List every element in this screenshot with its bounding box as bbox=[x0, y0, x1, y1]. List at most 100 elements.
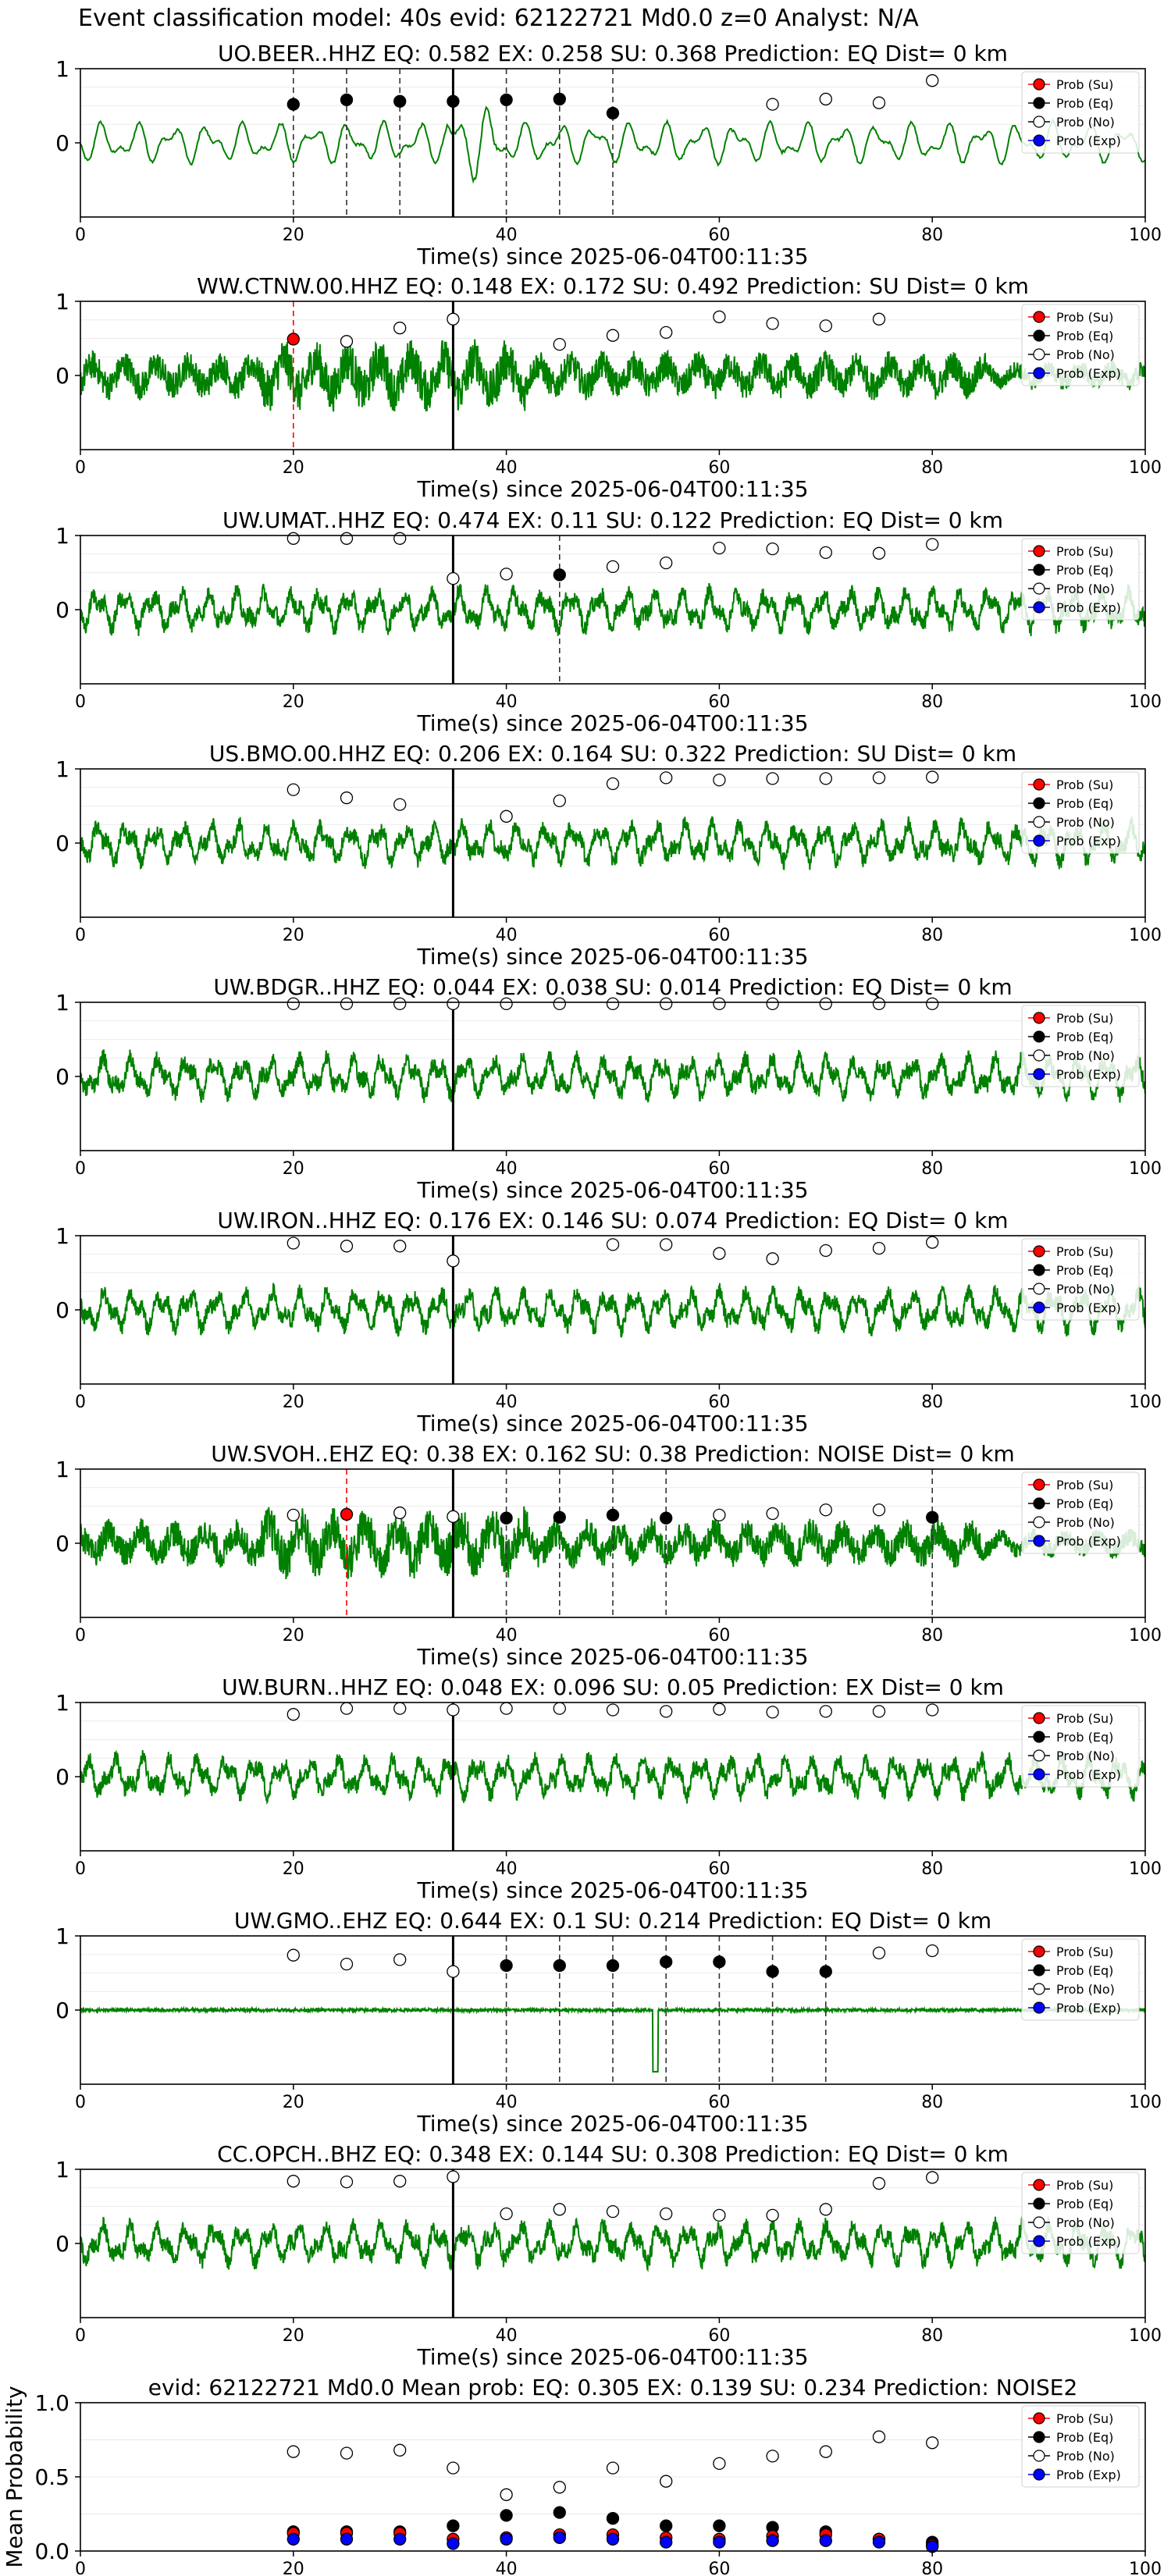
legend-marker bbox=[1033, 2431, 1045, 2443]
x-tick-label: 60 bbox=[708, 1159, 730, 1179]
probability-marker bbox=[819, 546, 832, 559]
panel-title: CC.OPCH..BHZ EQ: 0.348 EX: 0.144 SU: 0.3… bbox=[217, 2141, 1009, 2167]
probability-marker bbox=[766, 542, 779, 556]
panel-title: evid: 62122721 Md0.0 Mean prob: EQ: 0.30… bbox=[148, 2375, 1078, 2400]
x-tick-label: 20 bbox=[283, 1159, 304, 1179]
legend-label: Prob (Exp) bbox=[1056, 366, 1121, 381]
panel-4: US.BMO.00.HHZ EQ: 0.206 EX: 0.164 SU: 0.… bbox=[55, 741, 1162, 970]
y-tick-label: 0.5 bbox=[34, 2464, 69, 2490]
probability-marker bbox=[393, 322, 407, 335]
probability-marker bbox=[553, 794, 566, 807]
x-tick-label: 0 bbox=[75, 458, 86, 478]
x-tick-label: 40 bbox=[496, 926, 518, 945]
probability-marker bbox=[287, 1948, 300, 1962]
legend-marker bbox=[1033, 1245, 1045, 1258]
probability-marker bbox=[553, 2203, 566, 2216]
panel-8: UW.BURN..HHZ EQ: 0.048 EX: 0.096 SU: 0.0… bbox=[55, 1674, 1162, 1903]
legend-label: Prob (Eq) bbox=[1056, 96, 1113, 111]
probability-marker bbox=[926, 538, 939, 551]
legend-label: Prob (Eq) bbox=[1056, 563, 1113, 578]
y-tick-label: 1 bbox=[55, 289, 69, 315]
legend-label: Prob (Su) bbox=[1056, 2411, 1113, 2426]
probability-marker bbox=[872, 96, 886, 109]
mean-probability-point bbox=[766, 2450, 779, 2463]
y-axis-label: Mean Probability bbox=[2, 2386, 27, 2567]
y-tick-label: 1 bbox=[55, 990, 69, 1016]
probability-marker bbox=[606, 1959, 620, 1973]
y-tick-label: 0 bbox=[55, 1764, 69, 1790]
legend-box bbox=[1021, 771, 1140, 854]
probability-marker bbox=[766, 1706, 779, 1719]
mean-probability-point bbox=[872, 2430, 886, 2443]
x-tick-label: 100 bbox=[1129, 226, 1162, 245]
probability-marker bbox=[660, 997, 673, 1011]
legend-marker bbox=[1033, 816, 1045, 828]
x-tick-label: 0 bbox=[75, 2093, 86, 2112]
legend-label: Prob (No) bbox=[1056, 1749, 1115, 1763]
probability-marker bbox=[340, 335, 354, 348]
seismogram-trace bbox=[80, 1506, 1145, 1580]
probability-marker bbox=[660, 2207, 673, 2221]
seismogram-trace bbox=[80, 1049, 1145, 1104]
probability-marker bbox=[500, 1702, 513, 1715]
x-tick-label: 100 bbox=[1129, 1393, 1162, 1412]
legend-marker bbox=[1033, 2235, 1045, 2247]
probability-marker bbox=[553, 1959, 566, 1973]
x-tick-label: 100 bbox=[1129, 1859, 1162, 1879]
legend-marker bbox=[1033, 582, 1045, 595]
legend-box bbox=[1021, 1938, 1140, 2021]
legend-box bbox=[1021, 2172, 1140, 2254]
x-tick-label: 80 bbox=[921, 1393, 943, 1412]
legend-marker bbox=[1033, 1283, 1045, 1295]
probability-marker bbox=[872, 997, 886, 1011]
y-tick-label: 0 bbox=[55, 1531, 69, 1557]
panel-title: UW.IRON..HHZ EQ: 0.176 EX: 0.146 SU: 0.0… bbox=[217, 1208, 1008, 1233]
x-tick-label: 60 bbox=[708, 458, 730, 478]
x-axis-label: Time(s) since 2025-06-04T00:11:35 bbox=[416, 1411, 808, 1436]
x-tick-label: 60 bbox=[708, 226, 730, 245]
legend-label: Prob (Eq) bbox=[1056, 1730, 1113, 1745]
panel-title: UO.BEER..HHZ EQ: 0.582 EX: 0.258 SU: 0.3… bbox=[218, 41, 1008, 66]
legend-label: Prob (Exp) bbox=[1056, 1534, 1121, 1549]
probability-marker bbox=[340, 532, 354, 545]
panel-title: UW.BDGR..HHZ EQ: 0.044 EX: 0.038 SU: 0.0… bbox=[213, 974, 1012, 1000]
y-tick-label: 0 bbox=[55, 363, 69, 389]
probability-marker bbox=[926, 770, 939, 784]
legend-marker bbox=[1033, 2412, 1045, 2425]
x-tick-label: 0 bbox=[75, 2560, 86, 2576]
probability-marker bbox=[393, 1506, 407, 1520]
seismogram-trace bbox=[80, 2215, 1145, 2272]
legend-marker bbox=[1033, 1768, 1045, 1781]
y-tick-label: 0.0 bbox=[34, 2539, 69, 2564]
legend-marker bbox=[1033, 2001, 1045, 2014]
x-tick-label: 40 bbox=[496, 1859, 518, 1879]
x-axis-label: Time(s) since 2025-06-04T00:11:35 bbox=[416, 2344, 808, 2370]
legend-marker bbox=[1033, 2197, 1045, 2210]
y-tick-label: 1 bbox=[55, 2157, 69, 2183]
legend-box bbox=[1021, 1471, 1140, 1554]
x-axis-label: Time(s) since 2025-06-04T00:11:35 bbox=[416, 1644, 808, 1670]
x-axis-label: Time(s) since 2025-06-04T00:11:35 bbox=[416, 710, 808, 736]
panel-title: UW.SVOH..EHZ EQ: 0.38 EX: 0.162 SU: 0.38… bbox=[211, 1441, 1014, 1467]
legend-marker bbox=[1033, 1049, 1045, 1062]
panel-5: UW.BDGR..HHZ EQ: 0.044 EX: 0.038 SU: 0.0… bbox=[55, 974, 1162, 1203]
panel-title: US.BMO.00.HHZ EQ: 0.206 EX: 0.164 SU: 0.… bbox=[209, 741, 1016, 767]
probability-marker bbox=[819, 1705, 832, 1718]
legend-marker bbox=[1033, 1964, 1045, 1976]
x-tick-label: 80 bbox=[921, 926, 943, 945]
x-tick-label: 100 bbox=[1129, 1159, 1162, 1179]
probability-marker bbox=[393, 2175, 407, 2188]
legend-label: Prob (No) bbox=[1056, 1048, 1115, 1063]
legend-label: Prob (Su) bbox=[1056, 1478, 1113, 1493]
legend-marker bbox=[1033, 1731, 1045, 1743]
legend-label: Prob (No) bbox=[1056, 1282, 1115, 1297]
legend-marker bbox=[1033, 545, 1045, 557]
probability-marker bbox=[872, 312, 886, 326]
legend-label: Prob (No) bbox=[1056, 2449, 1115, 2464]
legend-label: Prob (No) bbox=[1056, 582, 1115, 596]
legend-box bbox=[1021, 304, 1140, 386]
y-tick-label: 1 bbox=[55, 1223, 69, 1249]
probability-marker bbox=[553, 568, 566, 582]
legend-marker bbox=[1033, 348, 1045, 361]
legend-label: Prob (Exp) bbox=[1056, 600, 1121, 615]
